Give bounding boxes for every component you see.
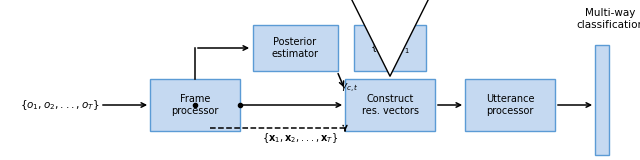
Text: Posterior
estimator: Posterior estimator — [271, 37, 319, 59]
Text: $\{\mathbf{x}_1, \mathbf{x}_2, ..., \mathbf{x}_T\}$: $\{\mathbf{x}_1, \mathbf{x}_2, ..., \mat… — [262, 131, 338, 145]
FancyBboxPatch shape — [345, 79, 435, 131]
Text: Dictionary: Dictionary — [363, 10, 417, 20]
Text: $\{\mu_c\}_{c=1}^{C}$: $\{\mu_c\}_{c=1}^{C}$ — [370, 40, 410, 56]
FancyBboxPatch shape — [150, 79, 240, 131]
Text: Utterance
processor: Utterance processor — [486, 94, 534, 116]
FancyBboxPatch shape — [354, 25, 426, 71]
Text: $\gamma_{c,t}$: $\gamma_{c,t}$ — [340, 81, 359, 95]
FancyBboxPatch shape — [253, 25, 337, 71]
Text: Frame
processor: Frame processor — [172, 94, 219, 116]
Text: Construct
res. vectors: Construct res. vectors — [362, 94, 419, 116]
FancyBboxPatch shape — [595, 45, 609, 155]
Text: $\{o_1, o_2, ..., o_T\}$: $\{o_1, o_2, ..., o_T\}$ — [20, 98, 100, 112]
FancyBboxPatch shape — [465, 79, 555, 131]
Text: Multi-way
classification: Multi-way classification — [576, 8, 640, 30]
